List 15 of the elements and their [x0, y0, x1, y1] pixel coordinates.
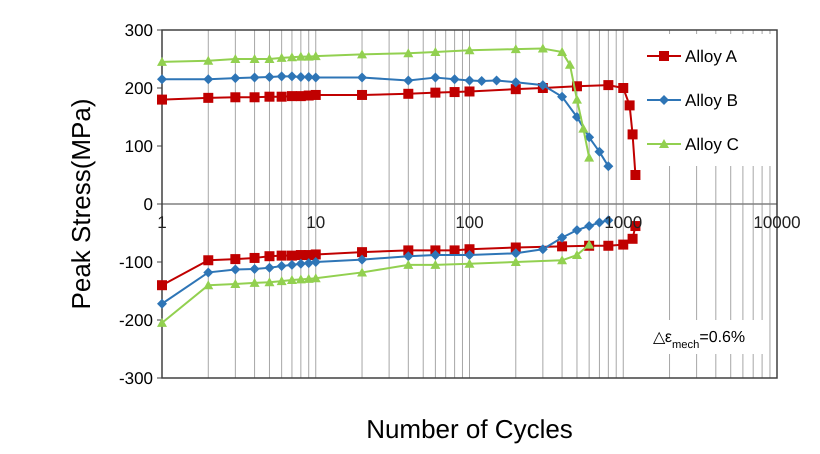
legend-label: Alloy A — [685, 46, 738, 66]
y-tick-label: -100 — [118, 252, 153, 272]
x-tick-label: 10 — [306, 213, 326, 232]
x-axis-title: Number of Cycles — [366, 414, 573, 444]
legend-label: Alloy B — [685, 90, 738, 110]
y-tick-label: 0 — [144, 194, 153, 214]
y-tick-label: 300 — [124, 20, 153, 40]
y-axis-title: Peak Stress(MPa) — [66, 98, 96, 310]
y-tick-label: -200 — [118, 310, 153, 330]
y-tick-label: -300 — [118, 368, 153, 388]
y-tick-label: 100 — [124, 136, 153, 156]
x-tick-label: 100 — [455, 213, 484, 232]
y-tick-label: 200 — [124, 78, 153, 98]
legend-label: Alloy C — [685, 134, 739, 154]
annotation: △ε$_{mech}$=0.6% — [652, 329, 746, 351]
